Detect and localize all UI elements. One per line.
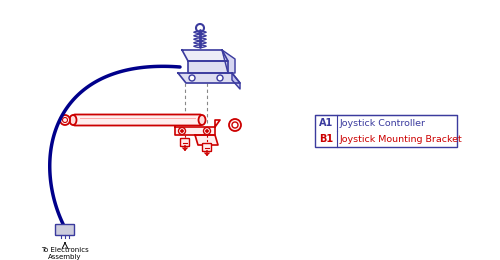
FancyBboxPatch shape [74, 114, 202, 126]
Text: B1: B1 [319, 134, 333, 144]
Text: A1: A1 [319, 118, 333, 128]
Circle shape [60, 115, 70, 125]
Circle shape [217, 75, 223, 81]
Polygon shape [182, 50, 228, 61]
Text: Joystick Controller: Joystick Controller [340, 119, 426, 127]
FancyBboxPatch shape [180, 139, 190, 146]
Circle shape [180, 129, 184, 133]
Bar [315, 115, 457, 147]
Ellipse shape [198, 115, 205, 125]
Circle shape [178, 127, 186, 134]
Circle shape [206, 129, 208, 133]
Polygon shape [222, 50, 235, 73]
FancyBboxPatch shape [56, 224, 74, 236]
Circle shape [189, 75, 195, 81]
Text: Joystick Mounting Bracket: Joystick Mounting Bracket [340, 134, 463, 144]
FancyBboxPatch shape [202, 144, 211, 152]
Polygon shape [175, 120, 220, 135]
Polygon shape [195, 135, 218, 145]
Circle shape [229, 119, 241, 131]
Circle shape [204, 127, 210, 134]
Polygon shape [188, 61, 228, 73]
Circle shape [232, 122, 238, 128]
Polygon shape [178, 73, 240, 83]
Ellipse shape [70, 115, 76, 125]
Polygon shape [232, 73, 240, 89]
Text: To Electronics
Assembly: To Electronics Assembly [41, 247, 89, 260]
